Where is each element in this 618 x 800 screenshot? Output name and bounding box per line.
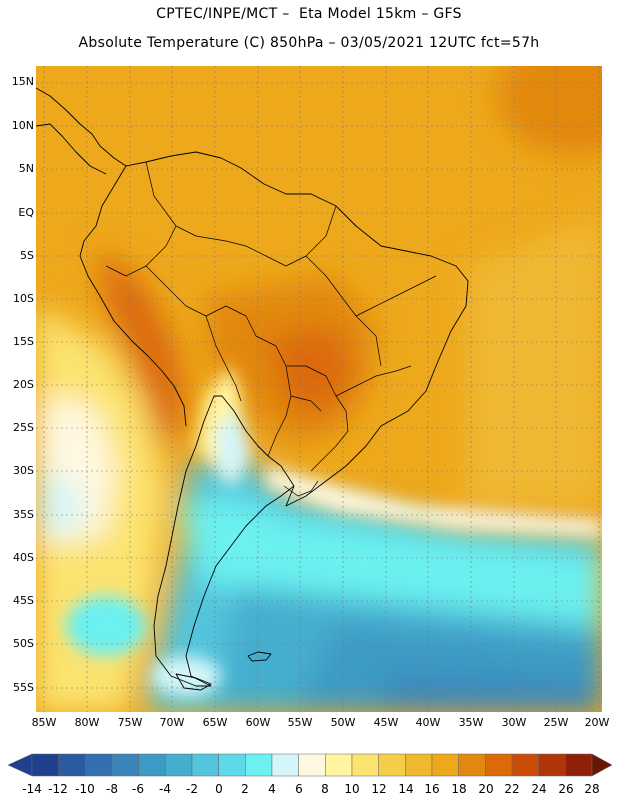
colorbar-swatch (7, 753, 33, 777)
colorbar-swatch (485, 753, 513, 777)
colorbar-label: 8 (321, 782, 329, 796)
lon-label: 20W (584, 716, 610, 729)
lat-label: 25S (13, 421, 34, 434)
lat-label: 50S (13, 637, 34, 650)
colorbar-label: -10 (75, 782, 95, 796)
colorbar-swatch (431, 753, 459, 777)
map-panel (36, 66, 602, 712)
colorbar (7, 753, 613, 777)
colorbar-label: 26 (558, 782, 574, 796)
colorbar-swatch (191, 753, 219, 777)
colorbar-swatch (325, 753, 353, 777)
colorbar-label: 28 (584, 782, 600, 796)
colorbar-label: 14 (398, 782, 414, 796)
colorbar-label: 24 (531, 782, 547, 796)
colorbar-swatch (245, 753, 273, 777)
colorbar-swatch (591, 753, 613, 777)
lon-label: 85W (31, 716, 57, 729)
colorbar-label: 20 (478, 782, 494, 796)
lat-label: 55S (13, 681, 34, 694)
colorbar-label: -2 (186, 782, 198, 796)
colorbar-swatch (85, 753, 113, 777)
colorbar-swatch (58, 753, 86, 777)
lon-label: 65W (202, 716, 228, 729)
lat-label: 5S (20, 249, 34, 262)
colorbar-swatches (7, 753, 613, 777)
temperature-map (36, 66, 602, 712)
colorbar-swatch (138, 753, 166, 777)
colorbar-label: 4 (268, 782, 276, 796)
colorbar-swatch (351, 753, 379, 777)
lon-label: 75W (117, 716, 143, 729)
colorbar-swatch (298, 753, 326, 777)
lon-label: 50W (330, 716, 356, 729)
colorbar-label: 22 (504, 782, 520, 796)
colorbar-label: 2 (241, 782, 249, 796)
colorbar-label: 12 (371, 782, 387, 796)
lon-label: 70W (159, 716, 185, 729)
colorbar-label: 0 (215, 782, 223, 796)
lat-label: 5N (18, 162, 34, 175)
lon-label: 45W (373, 716, 399, 729)
lat-label: 35S (13, 508, 34, 521)
colorbar-swatch (378, 753, 406, 777)
lon-label: 35W (458, 716, 484, 729)
lat-label: 10S (13, 292, 34, 305)
colorbar-label: -12 (48, 782, 68, 796)
colorbar-swatch (111, 753, 139, 777)
lat-label: 45S (13, 594, 34, 607)
lon-label: 40W (415, 716, 441, 729)
lon-label: 25W (543, 716, 569, 729)
colorbar-swatch (31, 753, 59, 777)
colorbar-label: -8 (106, 782, 118, 796)
lat-label: EQ (18, 206, 34, 219)
lon-label: 80W (74, 716, 100, 729)
lat-label: 30S (13, 464, 34, 477)
title-variable: Absolute Temperature (C) 850hPa – 03/05/… (78, 35, 540, 51)
lat-label: 40S (13, 551, 34, 564)
colorbar-swatch (458, 753, 486, 777)
colorbar-label: 16 (424, 782, 440, 796)
lon-label: 55W (287, 716, 313, 729)
colorbar-label: -14 (22, 782, 42, 796)
colorbar-swatch (165, 753, 193, 777)
lat-label: 15S (13, 335, 34, 348)
lon-label: 30W (501, 716, 527, 729)
coastline (36, 87, 469, 691)
lat-lon-grid (36, 66, 602, 712)
colorbar-swatch (218, 753, 246, 777)
colorbar-swatch (405, 753, 433, 777)
lat-label: 15N (11, 75, 34, 88)
colorbar-swatch (271, 753, 299, 777)
colorbar-label: 6 (295, 782, 303, 796)
lat-label: 10N (11, 119, 34, 132)
colorbar-swatch (538, 753, 566, 777)
lat-label: 20S (13, 378, 34, 391)
colorbar-label: -4 (159, 782, 171, 796)
colorbar-label: -6 (132, 782, 144, 796)
colorbar-swatch (511, 753, 539, 777)
colorbar-swatch (565, 753, 593, 777)
temperature-field (36, 66, 602, 712)
lon-label: 60W (245, 716, 271, 729)
colorbar-label: 10 (344, 782, 360, 796)
colorbar-label: 18 (451, 782, 467, 796)
title-model: CPTEC/INPE/MCT – Eta Model 15km – GFS (156, 6, 462, 22)
